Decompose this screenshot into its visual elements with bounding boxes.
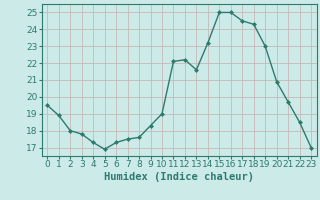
X-axis label: Humidex (Indice chaleur): Humidex (Indice chaleur): [104, 172, 254, 182]
